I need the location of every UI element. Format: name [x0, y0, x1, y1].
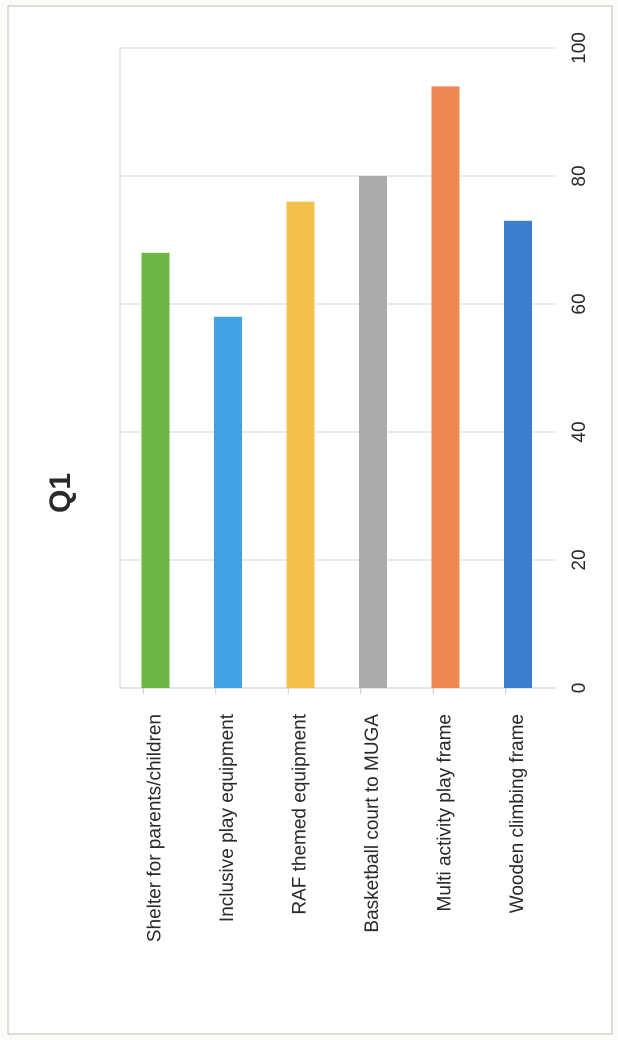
gridlines [119, 47, 556, 694]
category-label: Wooden climbing frame [507, 714, 528, 913]
bar [286, 201, 315, 688]
x-tick-label: 100 [569, 32, 590, 64]
category-label: RAF themed equipment [290, 713, 311, 914]
bars [141, 86, 532, 688]
bar [431, 86, 460, 688]
plot-rotated-group: 0 20 40 60 80 100 Wooden climbing frame Multi … [44, 32, 590, 942]
x-tick-label: 80 [569, 165, 590, 186]
x-tick-label: 60 [569, 293, 590, 314]
category-label: Basketball court to MUGA [362, 714, 383, 933]
bar [141, 252, 170, 688]
bar [214, 316, 242, 688]
category-label: Inclusive play equipment [217, 713, 238, 922]
x-tick-label: 0 [569, 683, 590, 694]
bar [359, 176, 387, 688]
x-tick-label: 40 [569, 421, 590, 442]
chart-title: Q1 [44, 473, 77, 513]
category-label: Shelter for parents/children [145, 714, 166, 942]
category-label: Multi activity play frame [435, 714, 456, 911]
x-axis-ticks: 0 20 40 60 80 100 [569, 32, 590, 693]
category-labels: Wooden climbing frame Multi activity play… [145, 713, 529, 942]
x-tick-label: 20 [569, 549, 590, 570]
bar [504, 220, 532, 688]
